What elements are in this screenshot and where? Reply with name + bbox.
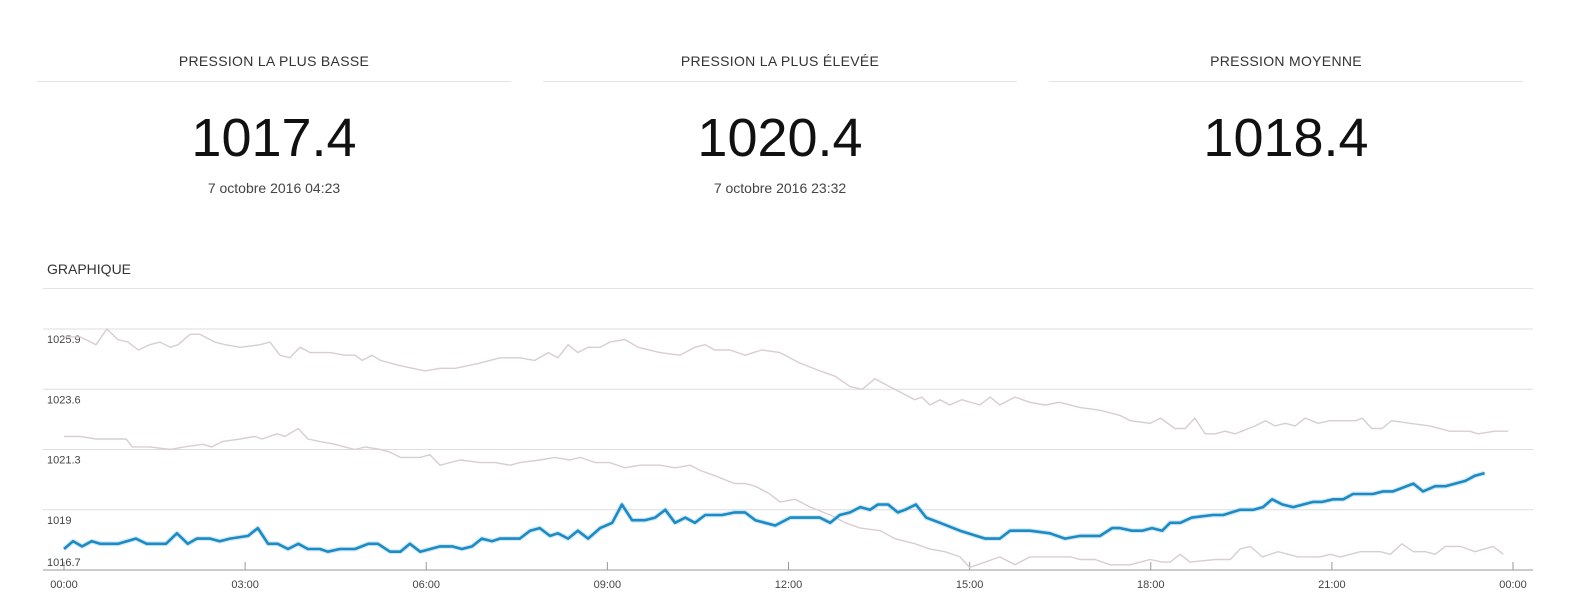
section-divider [43, 288, 1533, 289]
y-tick-label: 1025.9 [47, 334, 81, 346]
x-tick-label: 00:00 [50, 579, 78, 591]
stat-date: 7 octobre 2016 23:32 [713, 180, 847, 196]
x-tick-label: 06:00 [412, 579, 440, 591]
stat-average-pressure: PRESSION MOYENNE 1018.4 [1049, 48, 1523, 168]
stat-value: 1018.4 [1203, 108, 1369, 168]
y-tick-label: 1023.6 [47, 394, 81, 406]
x-tick-label: 12:00 [775, 579, 803, 591]
section-title: GRAPHIQUE [47, 261, 132, 277]
x-tick-label: 21:00 [1318, 579, 1346, 591]
y-tick-label: 1021.3 [47, 455, 81, 467]
stat-title: PRESSION LA PLUS BASSE [37, 48, 511, 82]
stat-title: PRESSION MOYENNE [1049, 48, 1523, 82]
series-line-pression [63, 471, 1485, 554]
y-tick-label: 1019 [47, 515, 71, 527]
stat-date: 7 octobre 2016 04:23 [207, 180, 341, 196]
stat-value: 1020.4 [697, 108, 863, 168]
series-line-upper [64, 328, 1509, 435]
stat-title: PRESSION LA PLUS ÉLEVÉE [543, 48, 1017, 82]
x-tick-label: 18:00 [1137, 579, 1165, 591]
series-line-shadow [62, 470, 1486, 555]
series-line-lower [64, 427, 1504, 569]
x-tick-label: 00:00 [1499, 579, 1527, 591]
stat-highest-pressure: PRESSION LA PLUS ÉLEVÉE 1020.4 7 octobre… [543, 48, 1017, 196]
stat-lowest-pressure: PRESSION LA PLUS BASSE 1017.4 7 octobre … [37, 48, 511, 196]
x-tick-label: 09:00 [594, 579, 622, 591]
x-tick-label: 03:00 [231, 579, 259, 591]
x-tick-label: 15:00 [956, 579, 984, 591]
stat-value: 1017.4 [191, 108, 357, 168]
